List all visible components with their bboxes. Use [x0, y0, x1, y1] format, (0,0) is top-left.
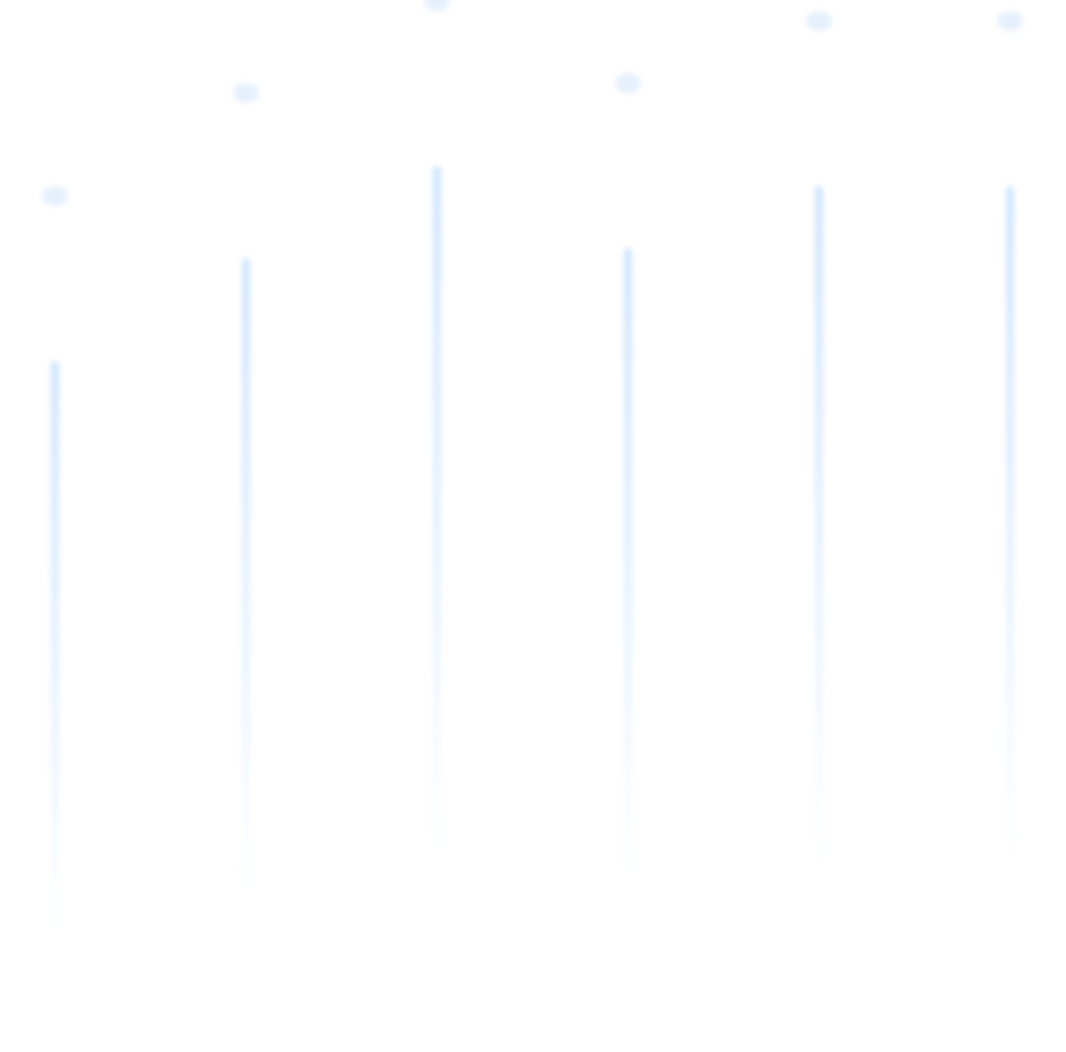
marker-dot	[424, 0, 450, 11]
vertical-bar	[242, 258, 250, 900]
column-1	[35, 0, 75, 1052]
vertical-bar	[51, 361, 59, 940]
vertical-bar	[624, 248, 632, 890]
marker-dot	[997, 11, 1023, 31]
marker-dot	[615, 73, 641, 93]
vertical-bar	[433, 166, 441, 860]
vertical-bar	[1006, 186, 1014, 870]
marker-dot	[806, 11, 832, 31]
column-4	[608, 0, 648, 1052]
column-5	[799, 0, 839, 1052]
column-6	[990, 0, 1030, 1052]
column-3	[417, 0, 457, 1052]
marker-dot	[233, 83, 259, 103]
marker-dot	[42, 186, 68, 206]
vertical-bar	[815, 186, 823, 870]
column-2	[226, 0, 266, 1052]
